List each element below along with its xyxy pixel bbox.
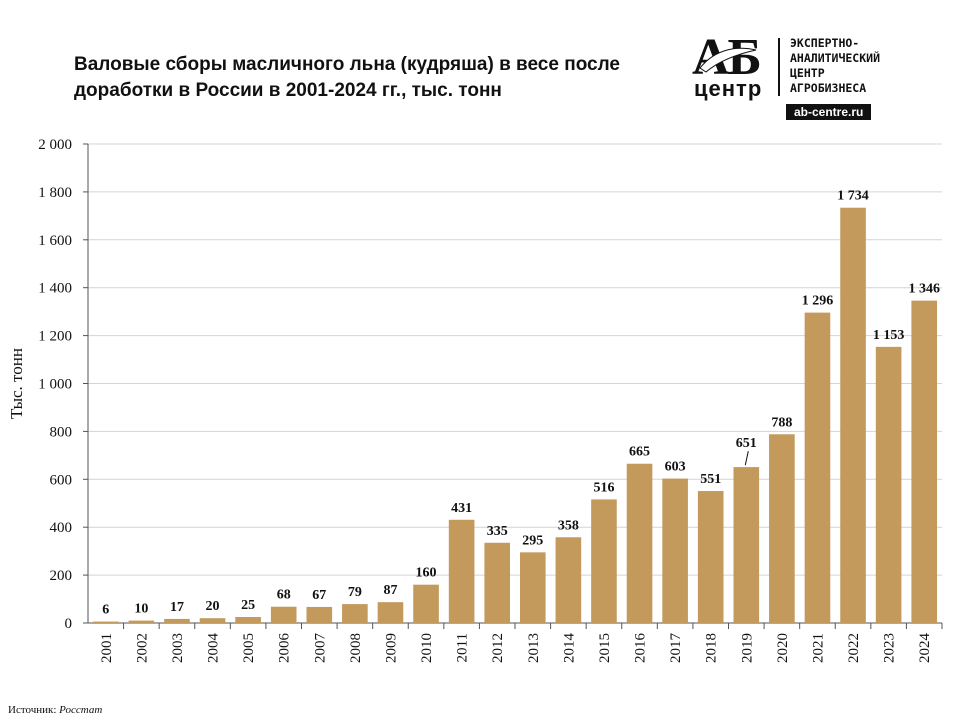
- bar: [164, 618, 190, 623]
- y-tick-label: 1 400: [38, 281, 72, 297]
- data-label: 6: [102, 603, 109, 618]
- x-tick-label: 2018: [704, 633, 720, 663]
- data-label: 25: [241, 598, 255, 613]
- x-tick-label: 2019: [739, 633, 755, 663]
- logo-org-name: ЭКСПЕРТНО- АНАЛИТИЧЕСКИЙ ЦЕНТР АГРОБИЗНЕ…: [790, 36, 881, 95]
- ab-centre-logo: АБ центр ЭКСПЕРТНО- АНАЛИТИЧЕСКИЙ ЦЕНТР …: [690, 29, 940, 124]
- data-label: 160: [416, 566, 437, 581]
- x-tick-label: 2022: [846, 633, 862, 663]
- y-tick-label: 600: [50, 472, 73, 488]
- bar: [626, 463, 653, 623]
- y-tick-label: 400: [50, 520, 73, 536]
- x-tick-label: 2016: [633, 633, 649, 664]
- x-tick-label: 2005: [241, 633, 257, 663]
- bar: [306, 606, 333, 623]
- bar: [519, 552, 546, 623]
- bar: [769, 434, 795, 623]
- bar: [342, 604, 368, 623]
- y-tick-label: 1 200: [38, 329, 72, 345]
- bar: [804, 312, 831, 623]
- x-tick-label: 2013: [526, 633, 542, 663]
- bar: [270, 606, 297, 623]
- bar: [484, 542, 511, 623]
- data-label: 788: [771, 415, 792, 430]
- data-label: 68: [277, 588, 291, 603]
- y-tick-label: 1 800: [38, 185, 72, 201]
- y-tick-label: 0: [65, 616, 73, 632]
- y-tick-label: 2 000: [38, 137, 72, 153]
- bar: [377, 602, 404, 623]
- logo-mark-bottom: центр: [694, 76, 763, 101]
- x-tick-label: 2020: [775, 633, 791, 663]
- leaf-icon: [699, 47, 757, 73]
- source-value: Росстат: [59, 704, 103, 716]
- data-label: 1 296: [802, 294, 834, 309]
- x-tick-label: 2003: [170, 633, 186, 663]
- data-label: 551: [700, 472, 721, 487]
- data-label: 1 346: [908, 282, 940, 297]
- bar: [555, 537, 582, 623]
- source-label: Источник:: [8, 704, 57, 716]
- y-tick-label: 800: [50, 424, 73, 440]
- data-label: 431: [451, 501, 472, 516]
- bar: [591, 499, 617, 623]
- x-tick-label: 2024: [917, 633, 933, 664]
- x-tick-label: 2011: [455, 633, 471, 662]
- bar: [413, 584, 439, 623]
- x-tick-label: 2008: [348, 633, 364, 663]
- data-label: 516: [593, 480, 614, 495]
- x-tick-label: 2009: [383, 633, 399, 663]
- y-axis-title: Тыс. тонн: [7, 348, 26, 419]
- x-tick-label: 2012: [490, 633, 506, 663]
- y-tick-label: 1 000: [38, 377, 72, 393]
- logo-site: ab-centre.ru: [786, 104, 872, 120]
- bar: [840, 207, 866, 623]
- bar: [448, 519, 475, 623]
- source-note: Источник: Росстат: [8, 704, 102, 716]
- x-tick-label: 2015: [597, 633, 613, 663]
- data-label: 665: [629, 445, 650, 460]
- bar: [235, 617, 261, 623]
- x-tick-label: 2023: [882, 633, 898, 663]
- bar: [662, 478, 688, 623]
- data-label: 67: [312, 588, 326, 603]
- logo-divider: [778, 38, 780, 96]
- data-label: 603: [665, 460, 686, 475]
- data-label: 1 153: [873, 328, 905, 343]
- data-label: 335: [487, 524, 508, 539]
- label-leader-line: [744, 450, 749, 466]
- x-tick-label: 2010: [419, 633, 435, 663]
- bar: [875, 346, 902, 623]
- x-tick-label: 2001: [99, 633, 115, 663]
- data-label: 1 734: [837, 189, 869, 204]
- bar: [199, 618, 226, 623]
- data-label: 87: [383, 583, 397, 598]
- x-tick-label: 2017: [668, 633, 684, 664]
- data-label: 79: [348, 585, 362, 600]
- x-tick-label: 2004: [206, 633, 222, 664]
- data-label: 358: [558, 518, 579, 533]
- data-label: 20: [206, 599, 220, 614]
- chart-title: Валовые сборы масличного льна (кудряша) …: [74, 54, 620, 101]
- x-tick-label: 2002: [134, 633, 150, 663]
- bar: [733, 467, 760, 623]
- data-label: 10: [134, 602, 148, 617]
- data-label: 295: [522, 533, 543, 548]
- y-tick-label: 1 600: [38, 233, 72, 249]
- data-label: 651: [736, 436, 757, 451]
- bar: [911, 300, 938, 623]
- x-tick-label: 2006: [277, 633, 293, 664]
- x-tick-label: 2014: [561, 633, 577, 664]
- x-tick-label: 2021: [810, 633, 826, 663]
- logo-mark: АБ центр: [690, 29, 780, 101]
- bar: [697, 491, 724, 623]
- x-tick-label: 2007: [312, 633, 328, 664]
- data-label: 17: [170, 600, 184, 615]
- y-tick-label: 200: [50, 568, 73, 584]
- bar: [92, 621, 119, 623]
- bar: [128, 620, 155, 623]
